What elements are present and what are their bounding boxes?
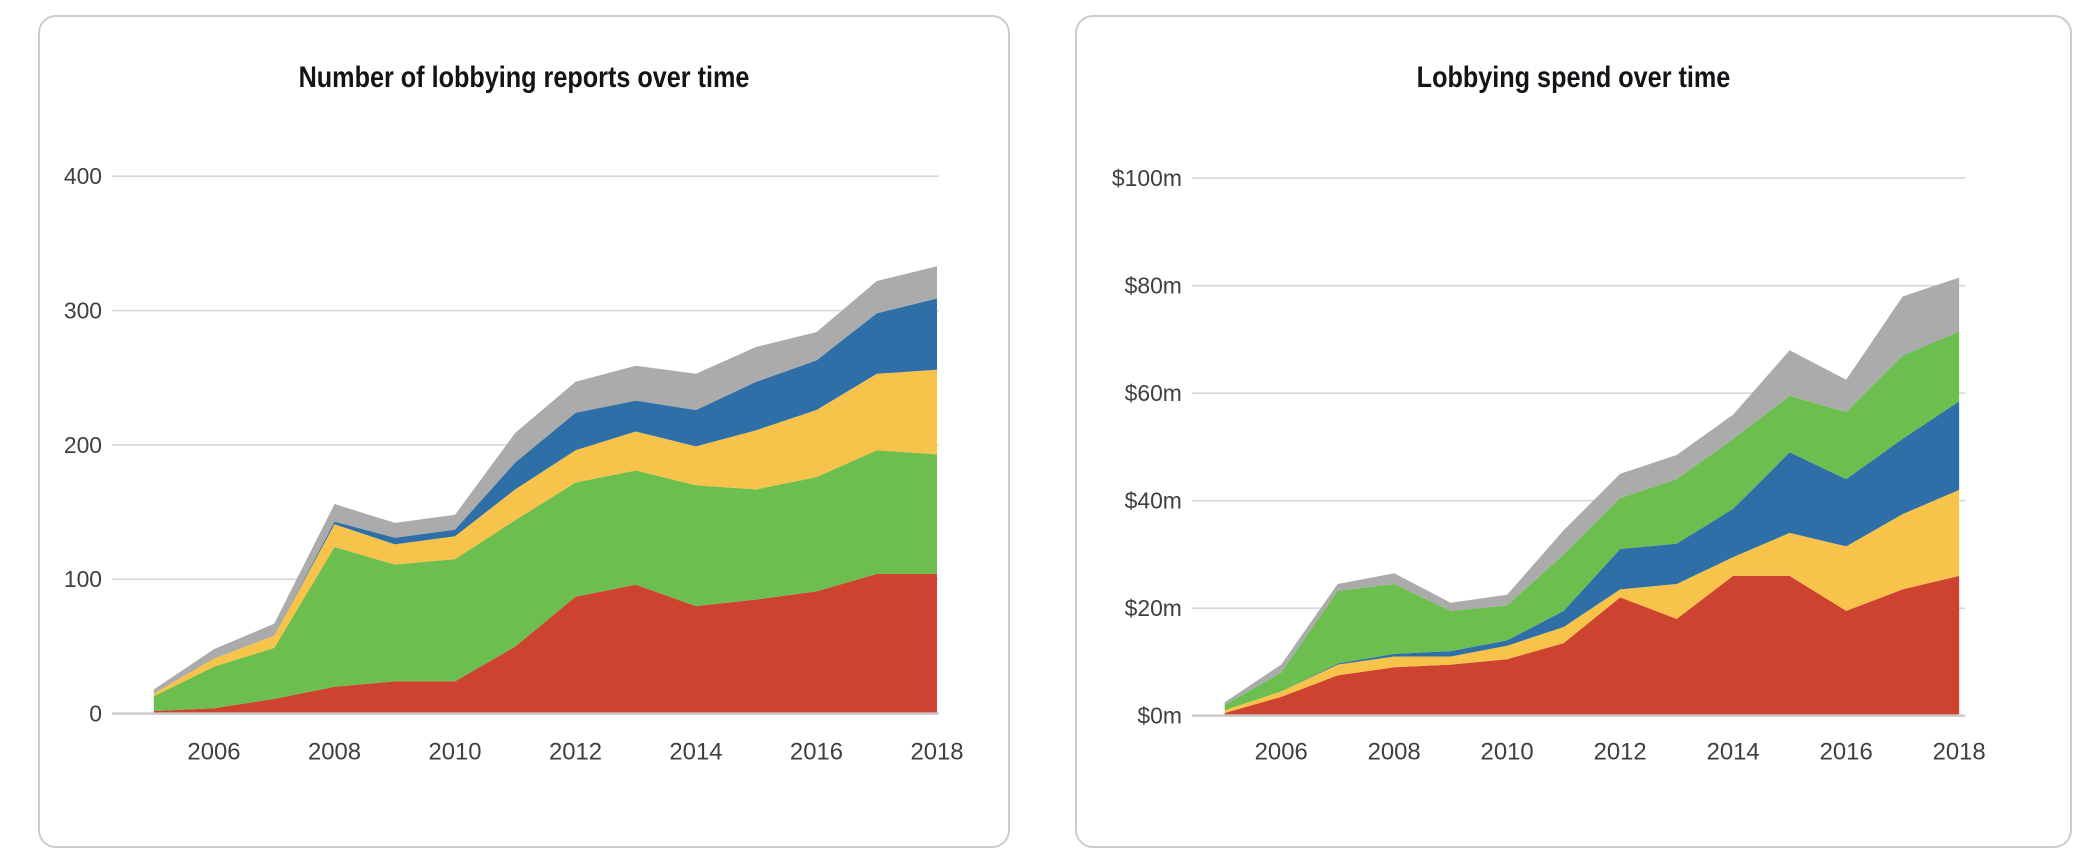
y-tick-label: 0: [89, 701, 102, 727]
y-tick-label: 300: [64, 298, 102, 324]
y-tick-label: 200: [64, 432, 102, 458]
chart-card-spend: Lobbying spend over time $0m $20m $40m $60m…: [1075, 15, 2072, 848]
x-tick-label: 2012: [549, 738, 602, 765]
x-tick-label: 2012: [1594, 738, 1647, 765]
chart-card-reports: Number of lobbying reports over time 0 10…: [38, 15, 1010, 848]
x-tick-label: 2018: [910, 738, 963, 765]
area-series-yellow: [153, 369, 938, 697]
x-tick-label: 2014: [669, 738, 722, 765]
x-tick-label: 2010: [428, 738, 481, 765]
x-tick-label: 2014: [1707, 738, 1760, 765]
area-series-green: [153, 450, 938, 711]
x-tick-label: 2008: [308, 738, 361, 765]
y-tick-label: $80m: [1125, 273, 1182, 299]
y-tick-label: $40m: [1125, 488, 1182, 514]
area-series-blue: [153, 298, 938, 694]
x-tick-label: 2018: [1933, 738, 1986, 765]
area-series-red: [1224, 575, 1960, 716]
y-tick-label: 100: [64, 566, 102, 592]
x-tick-label: 2006: [1255, 738, 1308, 765]
y-tick-label: 400: [64, 163, 102, 189]
x-tick-label: 2008: [1368, 738, 1421, 765]
y-tick-label: $60m: [1125, 380, 1182, 406]
x-tick-label: 2016: [1820, 738, 1873, 765]
area-series-blue: [1224, 401, 1960, 711]
spend-stacked-area-chart: $0m $20m $40m $60m $80m $100m 2006 2008 2010 2012…: [1112, 165, 1986, 765]
area-series-green: [1224, 331, 1960, 711]
reports-stacked-area-chart: 0 100 200 300 400 2006 2008 2010 2012 2014 2016 201…: [64, 163, 964, 765]
area-series-yellow: [1224, 489, 1960, 713]
x-tick-label: 2010: [1481, 738, 1534, 765]
area-series-gray: [153, 266, 938, 694]
chart-title-spend: Lobbying spend over time: [1416, 61, 1731, 94]
x-tick-label: 2006: [187, 738, 240, 765]
y-tick-label: $100m: [1112, 165, 1182, 191]
area-series-red: [153, 573, 938, 714]
area-series-gray: [1224, 277, 1960, 705]
y-tick-label: $0m: [1137, 703, 1182, 729]
chart-title-reports: Number of lobbying reports over time: [298, 61, 750, 94]
y-tick-label: $20m: [1125, 595, 1182, 621]
x-tick-label: 2016: [790, 738, 843, 765]
